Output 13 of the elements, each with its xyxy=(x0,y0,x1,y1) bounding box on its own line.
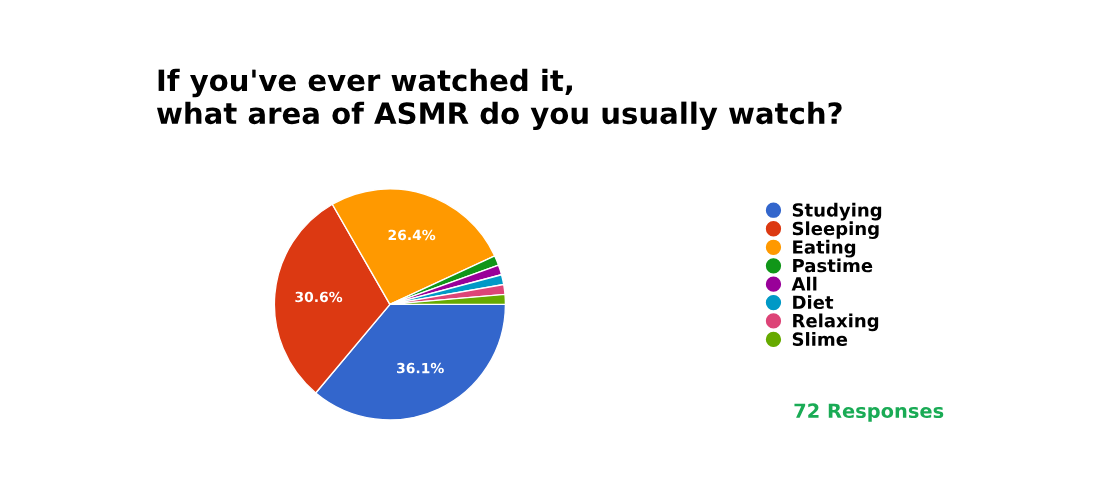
legend-label: Diet xyxy=(793,295,834,310)
legend-label: All xyxy=(791,276,817,291)
data-label: 26.4% xyxy=(388,229,436,241)
data-label: 36.1% xyxy=(397,362,444,374)
text: 72 Responses xyxy=(794,403,944,422)
legend-label: Eating xyxy=(793,239,856,258)
legend-label: Pastime xyxy=(793,258,873,273)
data-label: 30.6% xyxy=(295,291,343,303)
legend-label: Studying xyxy=(792,202,882,221)
chart-title: If you've ever watched it, what area of ASMR do you usually watch? xyxy=(156,68,842,131)
legend-label: Sleeping xyxy=(792,221,879,239)
legend-label: Relaxing xyxy=(793,313,879,332)
legend-label: Slime xyxy=(792,332,848,347)
